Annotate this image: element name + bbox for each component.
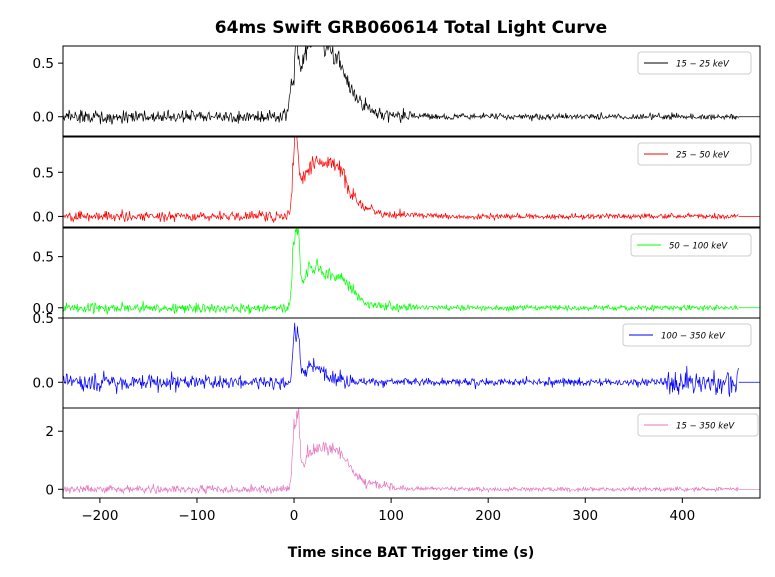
x-tick-label: 100 [378, 508, 404, 524]
panel-1: 0.0 0.5 15 − 25 keV [33, 45, 761, 137]
y-tick-label: 0.5 [33, 165, 54, 181]
y-tick-label: 0.0 [33, 301, 54, 317]
panel-frame [62, 45, 761, 137]
y-tick-label: 0.0 [33, 209, 54, 225]
panel-2: 0.0 0.5 25 − 50 keV [33, 136, 761, 228]
panel-3: 0.0 0.5 50 − 100 keV [33, 227, 761, 319]
x-tick-label: 400 [669, 508, 695, 524]
panel-5: 0 2 15 − 350 keV [45, 407, 761, 499]
x-axis: −200 −100 0 100 200 300 400 [81, 498, 695, 524]
y-tick-label: 0.5 [33, 56, 54, 72]
legend-label: 25 − 50 keV [676, 151, 730, 161]
series-line [62, 45, 739, 125]
x-tick-label: −100 [178, 508, 215, 524]
series-line [62, 227, 739, 315]
legend: 25 − 50 keV [637, 142, 752, 166]
legend-label: 15 − 350 keV [676, 422, 735, 432]
series-line [62, 136, 739, 223]
y-tick-label: 0.0 [33, 375, 54, 391]
legend-box [637, 51, 752, 75]
legend-box [637, 413, 759, 437]
y-tick-label: 0.5 [33, 250, 54, 266]
legend-box [630, 233, 752, 257]
legend-box [637, 142, 752, 166]
legend-label: 50 − 100 keV [669, 242, 728, 252]
legend-label: 15 − 25 keV [676, 60, 730, 70]
series-line [62, 322, 739, 397]
x-axis-label: Time since BAT Trigger time (s) [288, 545, 535, 561]
x-tick-label: 300 [572, 508, 598, 524]
chart-title: 64ms Swift GRB060614 Total Light Curve [215, 18, 607, 38]
legend: 50 − 100 keV [630, 233, 752, 257]
legend: 100 − 350 keV [622, 323, 752, 347]
legend-box [622, 323, 752, 347]
y-tick-label: 2 [45, 424, 54, 440]
x-tick-label: 0 [290, 508, 299, 524]
legend: 15 − 350 keV [637, 413, 759, 437]
panel-4: 0.0 0.5 100 − 350 keV [33, 311, 761, 409]
panel-frame [62, 136, 761, 228]
y-tick-label: 0.0 [33, 110, 54, 126]
legend: 15 − 25 keV [637, 51, 752, 75]
series-line [62, 408, 739, 495]
panel-frame [62, 407, 761, 499]
y-tick-label: 0 [45, 482, 54, 498]
x-tick-label: 200 [475, 508, 501, 524]
legend-label: 100 − 350 keV [661, 332, 726, 342]
x-tick-label: −200 [81, 508, 118, 524]
y-tick-label: 0.5 [33, 311, 54, 327]
